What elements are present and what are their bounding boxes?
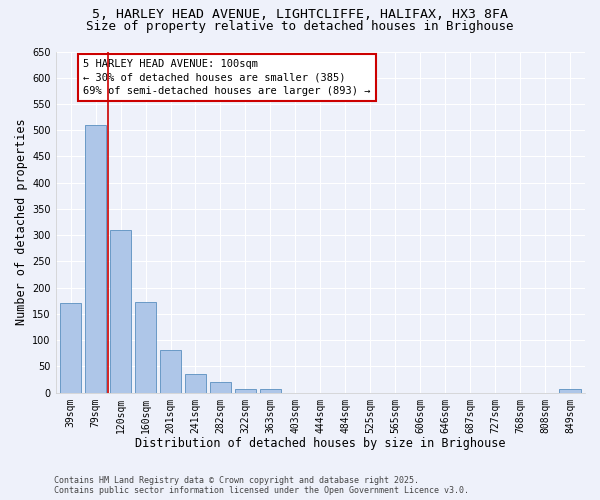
Bar <box>260 388 281 392</box>
Bar <box>110 230 131 392</box>
Bar <box>235 388 256 392</box>
X-axis label: Distribution of detached houses by size in Brighouse: Distribution of detached houses by size … <box>135 437 506 450</box>
Bar <box>185 374 206 392</box>
Y-axis label: Number of detached properties: Number of detached properties <box>15 119 28 326</box>
Text: 5 HARLEY HEAD AVENUE: 100sqm
← 30% of detached houses are smaller (385)
69% of s: 5 HARLEY HEAD AVENUE: 100sqm ← 30% of de… <box>83 60 371 96</box>
Text: Contains HM Land Registry data © Crown copyright and database right 2025.
Contai: Contains HM Land Registry data © Crown c… <box>54 476 469 495</box>
Bar <box>559 389 581 392</box>
Bar <box>210 382 231 392</box>
Bar <box>135 302 156 392</box>
Bar <box>85 125 106 392</box>
Bar <box>60 304 81 392</box>
Text: 5, HARLEY HEAD AVENUE, LIGHTCLIFFE, HALIFAX, HX3 8FA: 5, HARLEY HEAD AVENUE, LIGHTCLIFFE, HALI… <box>92 8 508 20</box>
Bar <box>160 350 181 393</box>
Text: Size of property relative to detached houses in Brighouse: Size of property relative to detached ho… <box>86 20 514 33</box>
